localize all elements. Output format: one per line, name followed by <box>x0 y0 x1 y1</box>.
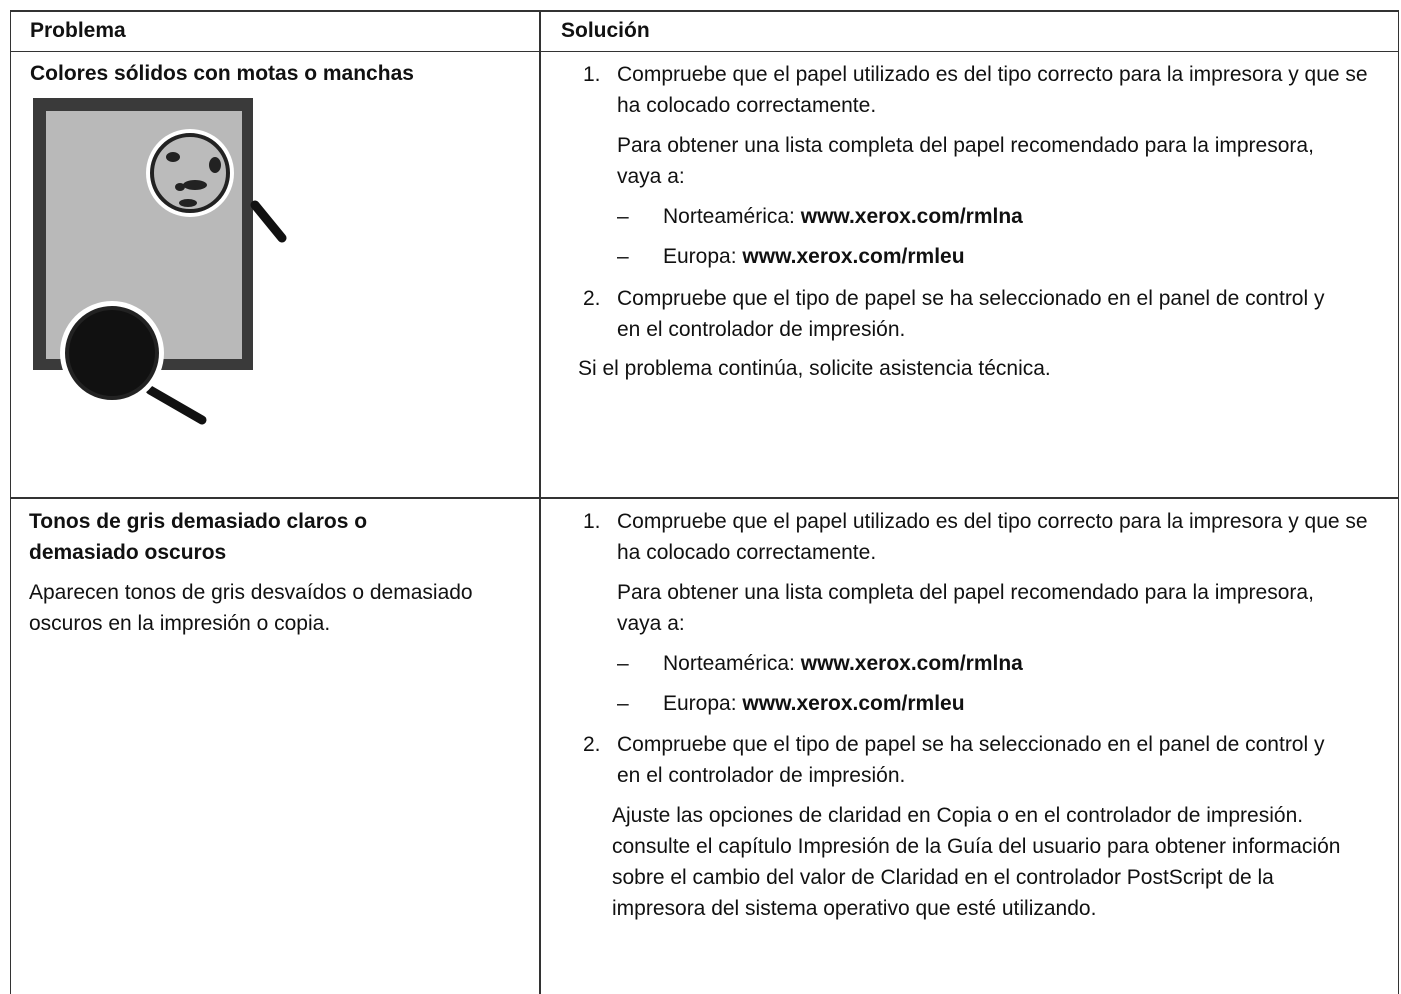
link-label: Norteamérica: <box>663 205 795 228</box>
step-number: 2. <box>583 733 601 756</box>
header-cell: Problema <box>30 19 126 42</box>
rule <box>10 497 1399 499</box>
problem-title: Colores sólidos con motas o manchas <box>30 62 414 85</box>
rule <box>10 10 1399 12</box>
step-number: 1. <box>583 510 601 533</box>
step-number: 2. <box>583 287 601 310</box>
link-item: Norteamérica: www.xerox.com/rmlna <box>663 201 1023 232</box>
rule <box>1398 10 1399 994</box>
header-cell: Solución <box>561 19 650 42</box>
rule <box>10 51 1399 52</box>
link-marker: – <box>617 652 629 675</box>
rule <box>539 10 541 994</box>
link-label: Europa: <box>663 692 737 715</box>
illustration <box>33 98 287 425</box>
closing: Si el problema continúa, solicite asiste… <box>578 357 1051 380</box>
problem-title: Tonos de gris demasiado claros o demasia… <box>29 510 368 564</box>
link-url[interactable]: www.xerox.com/rmlna <box>800 652 1023 675</box>
step-number: 1. <box>583 63 601 86</box>
link-marker: – <box>617 245 629 268</box>
problem-description: Aparecen tonos de gris desvaídos o demas… <box>29 581 473 635</box>
step-text: Compruebe que el papel utilizado es del … <box>617 510 1368 564</box>
link-url[interactable]: www.xerox.com/rmleu <box>742 245 965 268</box>
rule <box>10 10 11 994</box>
link-item: Norteamérica: www.xerox.com/rmlna <box>663 648 1023 679</box>
note: Para obtener una lista completa del pape… <box>617 134 1314 188</box>
step-text: Compruebe que el papel utilizado es del … <box>617 63 1368 117</box>
step-text: Compruebe que el tipo de papel se ha sel… <box>617 733 1325 787</box>
link-label: Europa: <box>663 245 737 268</box>
link-url[interactable]: www.xerox.com/rmlna <box>800 205 1023 228</box>
note: Para obtener una lista completa del pape… <box>617 581 1314 635</box>
link-marker: – <box>617 692 629 715</box>
link-item: Europa: www.xerox.com/rmleu <box>663 688 965 719</box>
step-text: Compruebe que el tipo de papel se ha sel… <box>617 287 1325 341</box>
closing: Ajuste las opciones de claridad en Copia… <box>612 804 1341 920</box>
link-marker: – <box>617 205 629 228</box>
link-url[interactable]: www.xerox.com/rmleu <box>742 692 965 715</box>
link-label: Norteamérica: <box>663 652 795 675</box>
link-item: Europa: www.xerox.com/rmleu <box>663 241 965 272</box>
